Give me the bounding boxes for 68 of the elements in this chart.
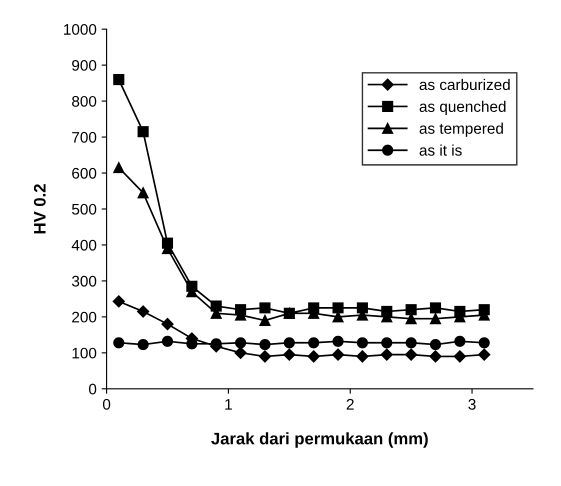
point [161,318,174,330]
legend-label: as tempered [420,122,503,137]
point [405,348,418,361]
point [356,350,368,363]
point [406,304,417,316]
point [259,314,271,326]
point [162,238,174,249]
point [112,295,125,308]
legend-label: as carburized [420,78,510,90]
point [381,306,392,318]
point [356,302,368,314]
point [478,337,490,348]
point [380,348,393,361]
point [478,304,490,316]
point [454,350,466,363]
point [429,350,442,363]
y-tick-label: 900 [72,60,96,71]
point [162,336,174,347]
x-tick-label: 1 [225,399,232,410]
x-axis-title: Jarak dari permukaan (mm) [211,432,428,448]
point [259,302,271,314]
y-tick-label: 500 [72,204,96,215]
legend-label: as it is [420,144,462,156]
legend-label: as quenched [420,100,506,115]
point [234,346,247,359]
y-tick-label: 600 [72,168,96,179]
y-tick-label: 1000 [64,24,96,35]
x-tick-label: 3 [468,398,476,410]
x-tick-label: 0 [102,398,110,410]
x-tick-label: 2 [346,398,354,410]
point [113,74,124,86]
point [454,306,466,318]
y-tick-label: 200 [72,312,96,323]
point [308,337,320,348]
point [113,162,124,174]
point [210,300,222,312]
point [113,337,124,348]
point [478,348,490,361]
point [430,302,442,314]
point [332,302,344,314]
point [308,302,320,314]
point [283,348,296,361]
point [430,339,442,350]
point [258,350,272,363]
point [137,305,150,318]
y-tick-label: 400 [72,240,96,251]
point [332,348,344,361]
point [430,313,442,324]
point [308,350,320,363]
point [186,280,198,292]
point [356,337,368,348]
point [284,337,295,348]
y-tick-label: 100 [72,348,96,359]
point [138,126,149,138]
y-tick-label: 300 [72,276,96,287]
point [235,304,246,316]
point [381,337,392,348]
point [138,339,149,350]
point [454,336,466,347]
y-tick-label: 0 [88,384,96,394]
point [235,337,246,348]
y-tick-label: 700 [72,132,96,143]
y-axis-title: HV 0.2 [34,184,46,234]
point [406,337,417,348]
point [259,339,271,350]
point [138,187,149,198]
point [332,336,344,347]
y-tick-label: 800 [72,96,96,107]
